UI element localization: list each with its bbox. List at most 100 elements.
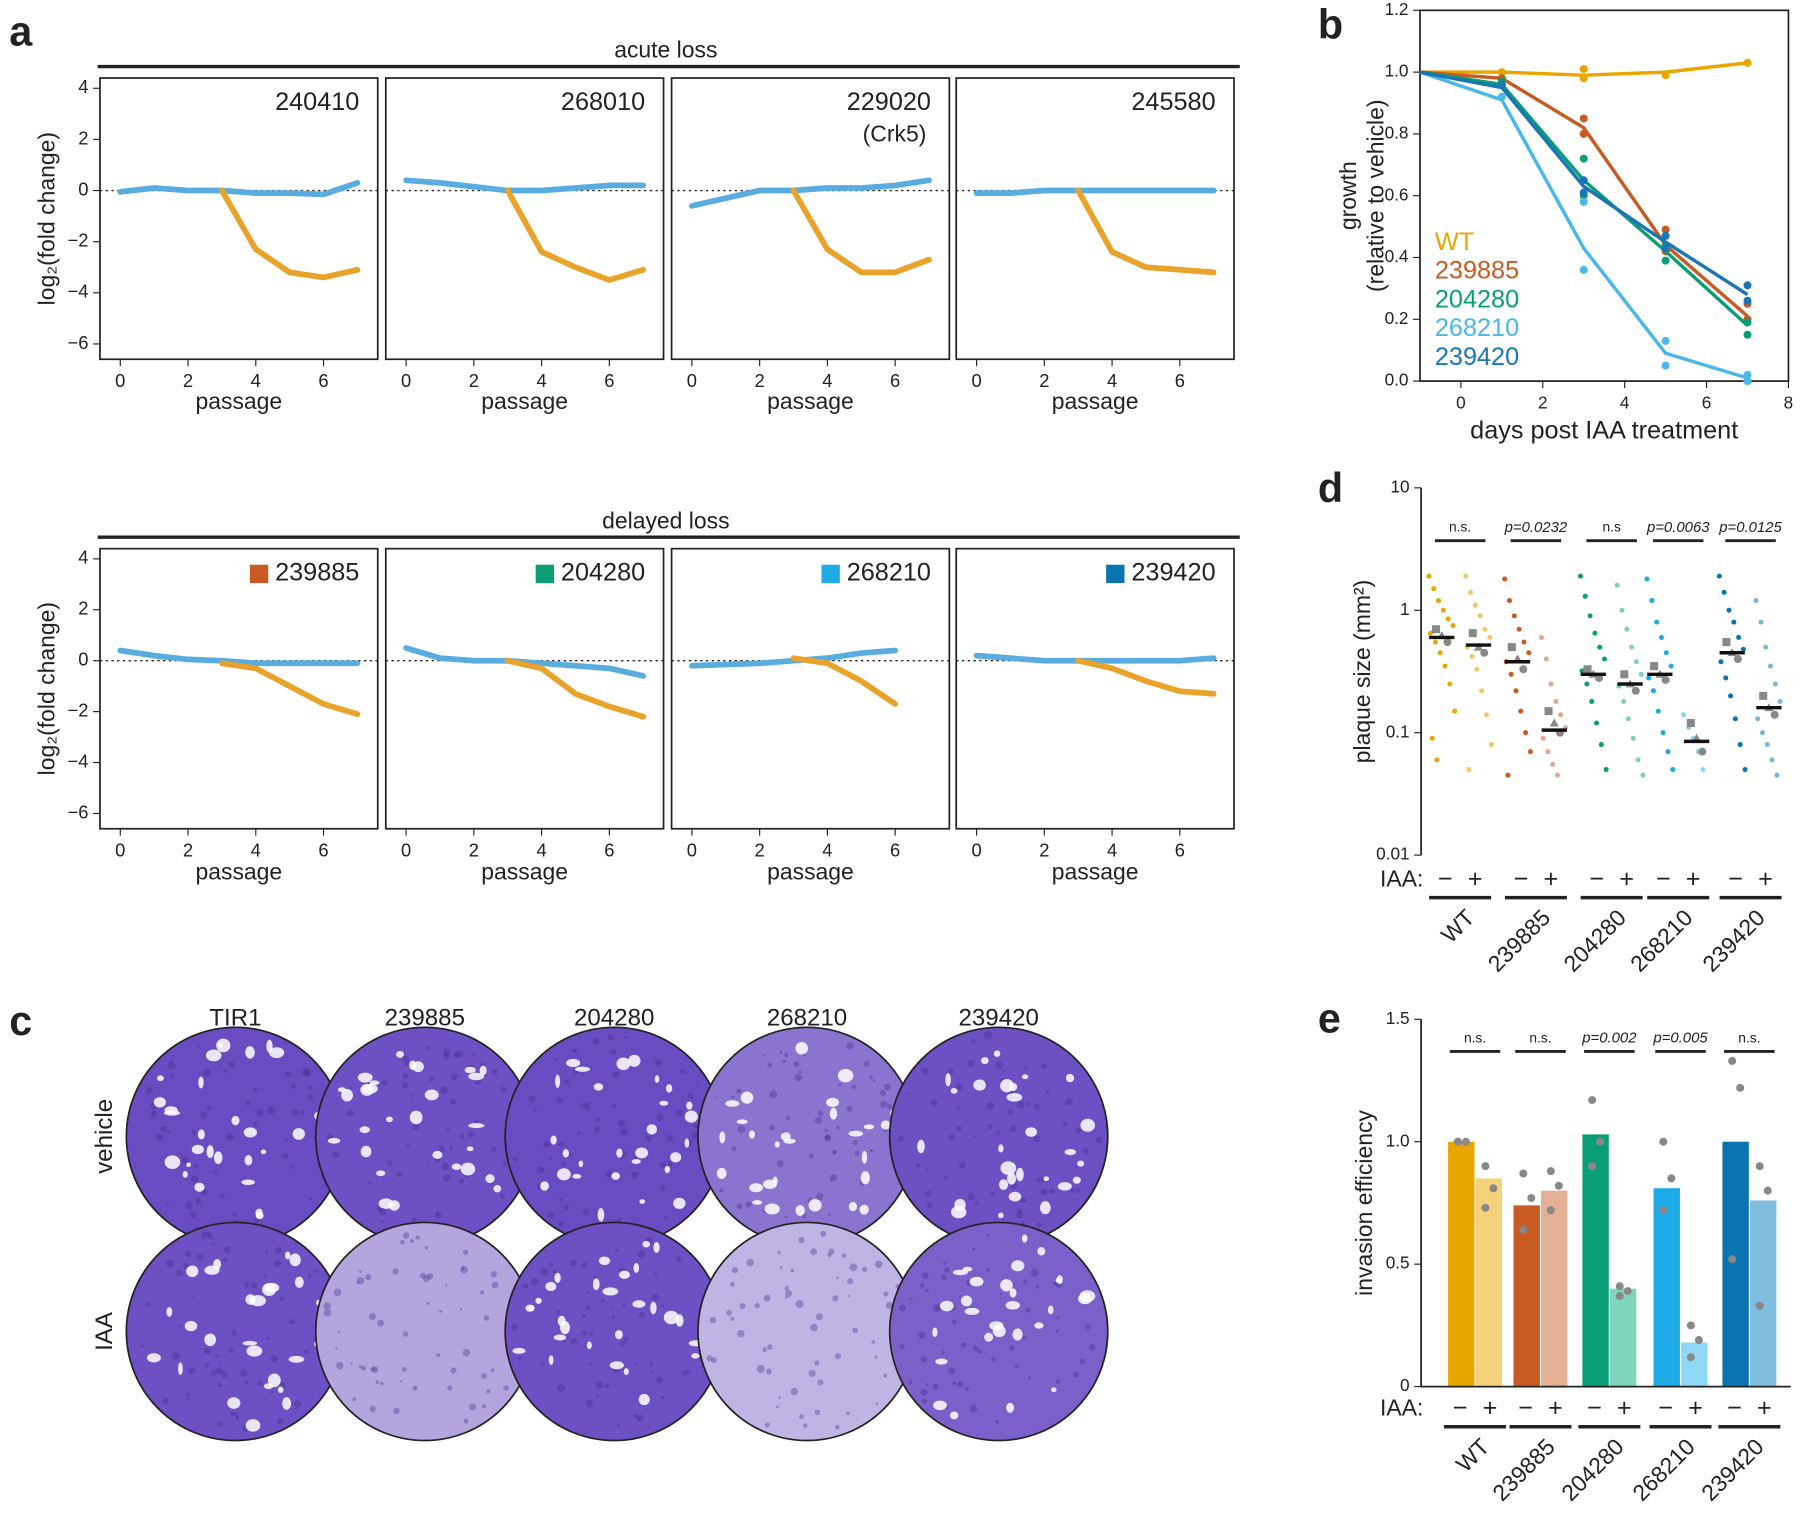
texture [926,1201,933,1208]
y-tick-label: 1.5 [1386,1008,1410,1028]
data-point [1661,71,1670,80]
texture [1036,1178,1039,1181]
texture [450,1073,458,1081]
texture [500,1087,507,1094]
plaque [360,1145,372,1158]
data-point [1743,377,1752,386]
plaque [186,1265,199,1278]
texture [211,1242,215,1246]
y-tick-label: −6 [68,801,89,822]
plaque [950,1088,958,1094]
category-label: 239420 [1696,1433,1769,1506]
texture [461,1267,465,1271]
y-tick-label: 0 [78,649,88,670]
texture [412,1123,420,1131]
plaque [586,1341,592,1350]
texture [1075,1127,1082,1134]
x-tick-label: 4 [1107,370,1117,391]
plaque [194,1182,205,1192]
plaque-point [1553,698,1559,704]
plaque [1072,1176,1081,1184]
texture [393,1407,400,1415]
texture [368,1181,372,1185]
plaque [989,1321,1004,1331]
plaque [632,1300,646,1308]
p-value: n.s. [1449,520,1471,535]
plaque-point [1488,742,1494,748]
texture [346,1109,354,1117]
x-tick-label: 0 [971,840,981,861]
texture [386,1160,393,1167]
texture [204,1347,212,1355]
texture [469,1403,477,1411]
texture [885,1301,893,1309]
y-axis-label: log₂(fold change) [33,602,59,775]
replicate-point [1686,1321,1695,1330]
texture [1025,1307,1031,1313]
texture [730,1316,735,1321]
texture [446,1128,450,1131]
replicate-mean [1620,670,1629,679]
texture [490,1271,497,1278]
plaque-point [1523,730,1529,736]
texture [745,1201,752,1208]
y-tick-label: 0.2 [1385,308,1409,328]
plaque [269,1047,285,1059]
x-tick-label: 4 [822,840,832,861]
plaque [664,1165,671,1174]
plot-frame [384,77,665,361]
plaque [424,1089,439,1101]
series-line [1075,187,1217,276]
plaque [997,1212,1004,1219]
texture [1030,1268,1039,1277]
replicate-point [1686,1353,1695,1362]
texture [836,1125,840,1130]
category-label: 239420 [1697,904,1770,977]
texture [235,1416,240,1420]
well-plate [697,1026,917,1247]
replicate-mean [1544,707,1553,716]
texture [214,1353,219,1358]
texture [986,1102,994,1110]
texture [377,1319,385,1327]
texture [795,1299,804,1308]
texture [270,1354,279,1363]
x-tick-label: 2 [1039,840,1049,861]
texture [568,1084,572,1088]
texture [439,1309,443,1313]
replicate-mean [1722,638,1731,647]
plaque [659,1100,669,1106]
texture [380,1219,384,1223]
texture [634,1362,639,1367]
texture [293,1400,302,1409]
texture [468,1131,475,1138]
legend-swatch [821,564,840,584]
texture [499,1193,505,1199]
plaque [932,1327,938,1338]
texture [369,1405,376,1413]
plaque [460,1162,476,1176]
texture [808,1153,814,1159]
texture [301,1068,310,1077]
condition-label: + [1548,1394,1563,1422]
plaque [774,1141,780,1148]
texture [257,1380,263,1386]
panel-title: 229020 [847,88,931,116]
panel-title: 240410 [275,88,359,116]
plaque-point [1621,698,1627,704]
well [888,1221,1109,1442]
texture [356,1276,365,1285]
plaque [466,1146,474,1152]
texture [483,1315,490,1321]
texture [611,1314,616,1319]
legend-swatch [535,564,555,584]
replicate-point [1453,1137,1462,1146]
y-tick-label: 0.5 [1386,1253,1410,1273]
texture [1065,1098,1073,1106]
plaque [616,1057,631,1071]
texture [846,1106,853,1112]
texture [244,1380,249,1385]
plaque [432,1150,443,1159]
texture [1070,1188,1075,1193]
